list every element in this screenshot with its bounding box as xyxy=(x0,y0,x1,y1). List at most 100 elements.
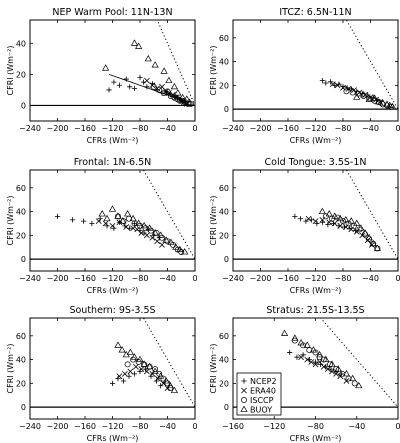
plus-marker xyxy=(127,84,133,90)
x-tick-label: −40 xyxy=(159,274,176,283)
triangle-marker xyxy=(174,89,182,96)
plus-marker xyxy=(325,222,331,228)
x-tick-label: −120 xyxy=(102,124,124,133)
cross-marker xyxy=(308,359,315,365)
x-tick-label: −80 xyxy=(132,124,149,133)
chart-panel: −240 −200 −160 −120 −80 −40 0 0 20 40 60 Cold Tongu… xyxy=(209,157,400,295)
y-tick-label: 40 xyxy=(219,356,229,365)
triangle-marker xyxy=(146,224,154,231)
x-tick-label: −200 xyxy=(47,124,69,133)
plus-marker xyxy=(319,219,325,225)
plus-marker xyxy=(153,378,160,384)
plus-marker xyxy=(111,225,117,231)
circle-marker xyxy=(349,89,356,96)
cross-marker xyxy=(343,378,350,384)
triangle-marker xyxy=(383,100,391,107)
x-tick-label: −240 xyxy=(19,124,41,133)
triangle-marker xyxy=(170,82,178,90)
triangle-marker xyxy=(371,94,379,101)
y-tick-label: 0 xyxy=(21,101,26,110)
x-tick-label: 0 xyxy=(395,124,400,133)
triangle-marker xyxy=(144,54,152,62)
triangle-marker xyxy=(165,76,173,84)
cross-marker xyxy=(333,370,340,377)
cross-marker xyxy=(132,363,139,370)
plus-marker xyxy=(109,380,116,386)
plus-marker xyxy=(116,82,122,88)
y-axis-label: CFRl (Wm⁻²) xyxy=(6,344,15,394)
triangle-marker xyxy=(166,381,174,389)
circle-marker xyxy=(326,361,333,368)
axes-frame xyxy=(232,169,399,272)
triangle-marker xyxy=(357,224,365,231)
cross-marker xyxy=(143,368,150,375)
cross-marker xyxy=(331,220,338,227)
cross-marker xyxy=(348,226,355,233)
plus-marker xyxy=(104,223,110,229)
cross-marker xyxy=(138,366,145,372)
cross-marker xyxy=(337,373,344,380)
triangle-marker xyxy=(375,98,383,105)
plus-marker xyxy=(319,78,325,84)
x-tick-label: −40 xyxy=(362,124,379,133)
one-to-one-line xyxy=(319,318,398,408)
legend-entry: NCEP2 xyxy=(250,377,277,386)
plot-area xyxy=(30,20,195,107)
triangle-marker xyxy=(373,244,381,251)
triangle-marker xyxy=(334,365,342,372)
y-tick-label: 40 xyxy=(219,208,229,217)
plot-area xyxy=(30,318,195,408)
plus-marker xyxy=(297,216,303,222)
one-to-one-line xyxy=(345,170,398,260)
cross-marker xyxy=(312,361,319,368)
triangle-marker xyxy=(291,334,299,341)
x-tick-label: −120 xyxy=(102,422,124,431)
y-axis-label: CFRl (Wm⁻²) xyxy=(209,196,218,246)
x-tick-label: −200 xyxy=(250,124,272,133)
y-tick-label: 60 xyxy=(219,34,229,43)
triangle-marker xyxy=(181,248,189,255)
triangle-marker xyxy=(353,93,361,100)
triangle-marker xyxy=(309,346,318,353)
cross-marker xyxy=(165,90,172,96)
cross-marker xyxy=(305,215,312,222)
x-tick-label: 0 xyxy=(395,422,400,431)
triangle-marker xyxy=(322,355,330,363)
x-tick-label: −160 xyxy=(277,124,299,133)
circle-marker xyxy=(351,380,358,387)
triangle-marker xyxy=(386,101,394,108)
x-axis-label: CFRs (Wm⁻²) xyxy=(290,286,342,295)
legend-entry: ISCCP xyxy=(250,396,274,405)
triangle-marker xyxy=(172,243,180,250)
triangle-marker xyxy=(369,239,377,247)
plot-area xyxy=(30,170,195,260)
triangle-marker xyxy=(103,214,111,222)
panel-title: ITCZ: 6.5N-11N xyxy=(279,7,351,18)
legend-entry: ERA40 xyxy=(250,387,276,396)
x-tick-label: −80 xyxy=(132,274,149,283)
chart-panel: −240 −200 −160 −120 −80 −40 0 0 20 40 NEP Warm Poo… xyxy=(6,7,198,145)
triangle-marker xyxy=(342,369,351,377)
chart-panel: −240 −200 −160 −120 −80 −40 0 0 20 40 60 Southern: … xyxy=(6,305,198,443)
triangle-marker xyxy=(167,238,175,245)
triangle-marker xyxy=(328,360,336,367)
cross-marker xyxy=(326,219,333,226)
triangle-marker xyxy=(114,341,122,348)
plus-marker xyxy=(144,84,150,90)
x-tick-label: −120 xyxy=(263,422,285,431)
y-axis-label: CFRl (Wm⁻²) xyxy=(6,46,15,96)
triangle-marker xyxy=(135,219,143,226)
y-tick-label: 0 xyxy=(21,403,26,412)
x-tick-label: 0 xyxy=(192,422,197,431)
triangle-marker xyxy=(365,233,373,241)
y-tick-label: 20 xyxy=(16,231,26,240)
triangle-marker xyxy=(355,381,363,389)
axes-frame xyxy=(29,317,196,420)
one-to-one-line xyxy=(142,170,195,260)
triangle-marker xyxy=(349,374,357,382)
x-axis-label: CFRs (Wm⁻²) xyxy=(87,286,139,295)
panel-title: Stratus: 21.5S-13.5S xyxy=(266,305,364,316)
panel-title: Southern: 9S-3.5S xyxy=(69,305,155,316)
x-tick-label: −160 xyxy=(277,274,299,283)
